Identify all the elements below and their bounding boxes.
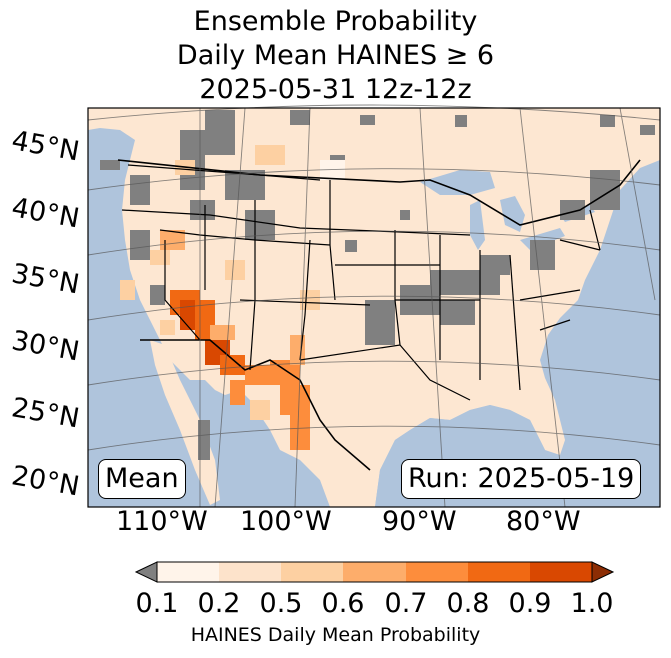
colorbar-tick: 1.0 — [570, 588, 614, 619]
colorbar-label: HAINES Daily Mean Probability — [190, 624, 481, 646]
lon-label-90w: 90°W — [382, 506, 457, 537]
map-frame — [87, 107, 661, 508]
colorbar-tick: 0.8 — [446, 588, 490, 619]
colorbar-bin-3 — [281, 562, 343, 582]
colorbar-outline — [156, 561, 593, 583]
country-borders — [117, 159, 641, 471]
colorbar-bin-7 — [530, 562, 592, 582]
baja-peninsula — [150, 340, 220, 505]
probability-patches — [120, 145, 345, 450]
colorbar-tick: 0.9 — [508, 588, 552, 619]
colorbar-bin-2 — [219, 562, 281, 582]
lon-label-100w: 100°W — [240, 506, 332, 537]
colorbar-bin-4 — [343, 562, 406, 582]
colorbar-over-arrow — [591, 561, 615, 583]
colorbar — [134, 561, 615, 583]
lon-label-80w: 80°W — [506, 506, 581, 537]
lon-label-110w: 110°W — [116, 506, 208, 537]
stat-label-box: Mean — [98, 459, 186, 499]
title-line-2: Daily Mean HAINES ≥ 6 — [176, 40, 495, 71]
run-label-box: Run: 2025-05-19 — [401, 459, 642, 499]
colorbar-tick: 0.5 — [259, 588, 303, 619]
colorbar-bin-6 — [468, 562, 530, 582]
colorbar-bin-5 — [406, 562, 468, 582]
graticule — [87, 104, 661, 508]
great-lakes — [420, 170, 595, 250]
title-line-1: Ensemble Probability — [193, 6, 478, 37]
colorbar-tick: 0.2 — [197, 588, 241, 619]
colorbar-tick: 0.1 — [135, 588, 179, 619]
colorbar-tick: 0.6 — [321, 588, 365, 619]
title-line-3: 2025-05-31 12z-12z — [199, 74, 472, 105]
colorbar-tick: 0.7 — [384, 588, 428, 619]
colorbar-bin-1 — [157, 562, 219, 582]
colorbar-under-arrow — [134, 561, 158, 583]
